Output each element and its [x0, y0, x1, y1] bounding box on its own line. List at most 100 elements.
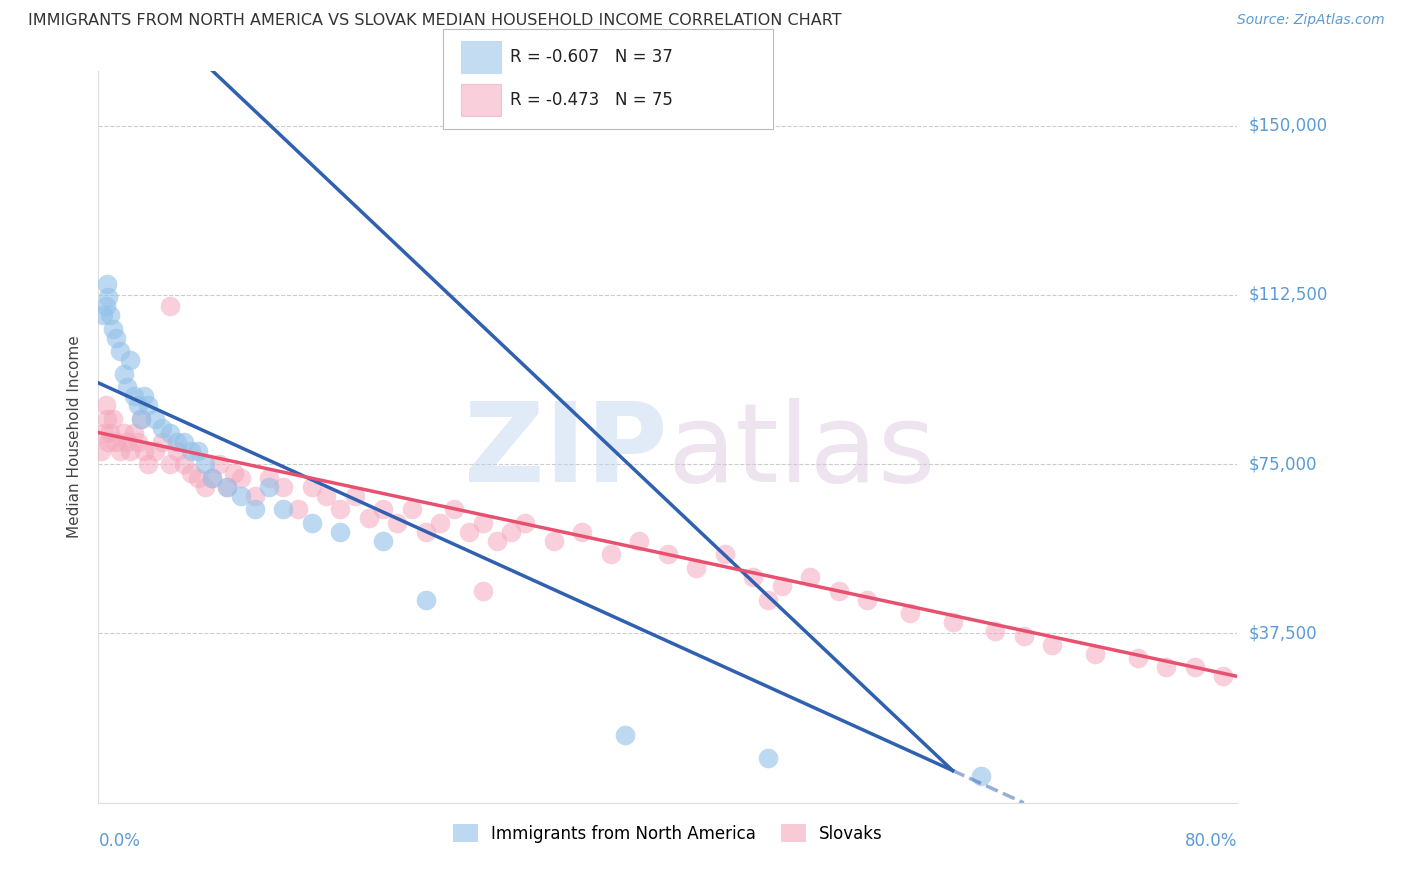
Text: $75,000: $75,000 [1249, 455, 1317, 473]
Point [301, 516, 323, 530]
Point [159, 425, 181, 440]
Text: ZIP: ZIP [464, 398, 668, 505]
Point [208, 457, 231, 471]
Text: $112,500: $112,500 [1249, 285, 1327, 304]
Point [98, 308, 121, 322]
Point [273, 502, 295, 516]
Point [828, 583, 851, 598]
Point [108, 443, 131, 458]
Point [471, 516, 494, 530]
Text: 0.0%: 0.0% [98, 832, 141, 850]
Point [215, 480, 238, 494]
Point [145, 443, 167, 458]
Point [159, 299, 181, 313]
Point [501, 524, 523, 539]
Point [1212, 669, 1234, 683]
Text: $37,500: $37,500 [1249, 624, 1317, 642]
Point [90, 443, 112, 458]
Point [129, 412, 152, 426]
Point [243, 489, 266, 503]
Point [229, 471, 252, 485]
Point [118, 353, 141, 368]
Point [98, 425, 121, 440]
Point [429, 516, 451, 530]
Point [115, 380, 138, 394]
Point [1012, 629, 1035, 643]
Point [145, 412, 167, 426]
Point [104, 434, 127, 449]
Point [173, 457, 195, 471]
Point [756, 750, 779, 764]
Point [122, 389, 145, 403]
Point [129, 412, 152, 426]
Point [301, 480, 323, 494]
Point [486, 533, 509, 548]
Point [415, 592, 437, 607]
Point [856, 592, 879, 607]
Point [343, 489, 366, 503]
Point [898, 606, 921, 620]
Point [104, 331, 127, 345]
Point [243, 502, 266, 516]
Point [942, 615, 965, 630]
Point [112, 367, 135, 381]
Point [315, 489, 337, 503]
Point [756, 592, 779, 607]
Point [229, 489, 252, 503]
Point [742, 570, 765, 584]
Text: R = -0.607   N = 37: R = -0.607 N = 37 [510, 48, 673, 66]
Point [401, 502, 423, 516]
Point [94, 399, 117, 413]
Point [457, 524, 479, 539]
Text: $150,000: $150,000 [1249, 117, 1327, 135]
Text: IMMIGRANTS FROM NORTH AMERICA VS SLOVAK MEDIAN HOUSEHOLD INCOME CORRELATION CHAR: IMMIGRANTS FROM NORTH AMERICA VS SLOVAK … [28, 13, 842, 29]
Point [127, 434, 149, 449]
Point [159, 457, 181, 471]
Text: R = -0.473   N = 75: R = -0.473 N = 75 [510, 91, 673, 109]
Point [91, 308, 114, 322]
Point [614, 728, 637, 742]
Point [329, 502, 352, 516]
Point [970, 769, 993, 783]
Point [259, 471, 281, 485]
Point [329, 524, 352, 539]
Point [122, 425, 145, 440]
Point [571, 524, 593, 539]
Point [799, 570, 821, 584]
Point [112, 425, 135, 440]
Point [97, 434, 120, 449]
Point [180, 466, 202, 480]
Point [201, 471, 224, 485]
Point [770, 579, 793, 593]
Point [1184, 660, 1206, 674]
Text: Source: ZipAtlas.com: Source: ZipAtlas.com [1237, 13, 1385, 28]
Point [101, 322, 124, 336]
Point [600, 548, 623, 562]
Y-axis label: Median Household Income: Median Household Income [67, 335, 83, 539]
Point [187, 443, 209, 458]
Text: atlas: atlas [668, 398, 936, 505]
Point [273, 480, 295, 494]
Point [127, 399, 149, 413]
Point [443, 502, 465, 516]
Point [415, 524, 437, 539]
Point [166, 434, 188, 449]
Point [118, 443, 141, 458]
Point [259, 480, 281, 494]
Point [515, 516, 537, 530]
Point [136, 399, 159, 413]
Point [1126, 651, 1149, 665]
Point [287, 502, 309, 516]
Legend: Immigrants from North America, Slovaks: Immigrants from North America, Slovaks [446, 818, 890, 849]
Point [173, 434, 195, 449]
Point [714, 548, 737, 562]
Point [1084, 647, 1107, 661]
Point [215, 480, 238, 494]
Point [115, 434, 138, 449]
Point [194, 480, 217, 494]
Point [371, 533, 394, 548]
Point [628, 533, 651, 548]
Point [180, 443, 202, 458]
Point [387, 516, 409, 530]
Point [132, 389, 155, 403]
